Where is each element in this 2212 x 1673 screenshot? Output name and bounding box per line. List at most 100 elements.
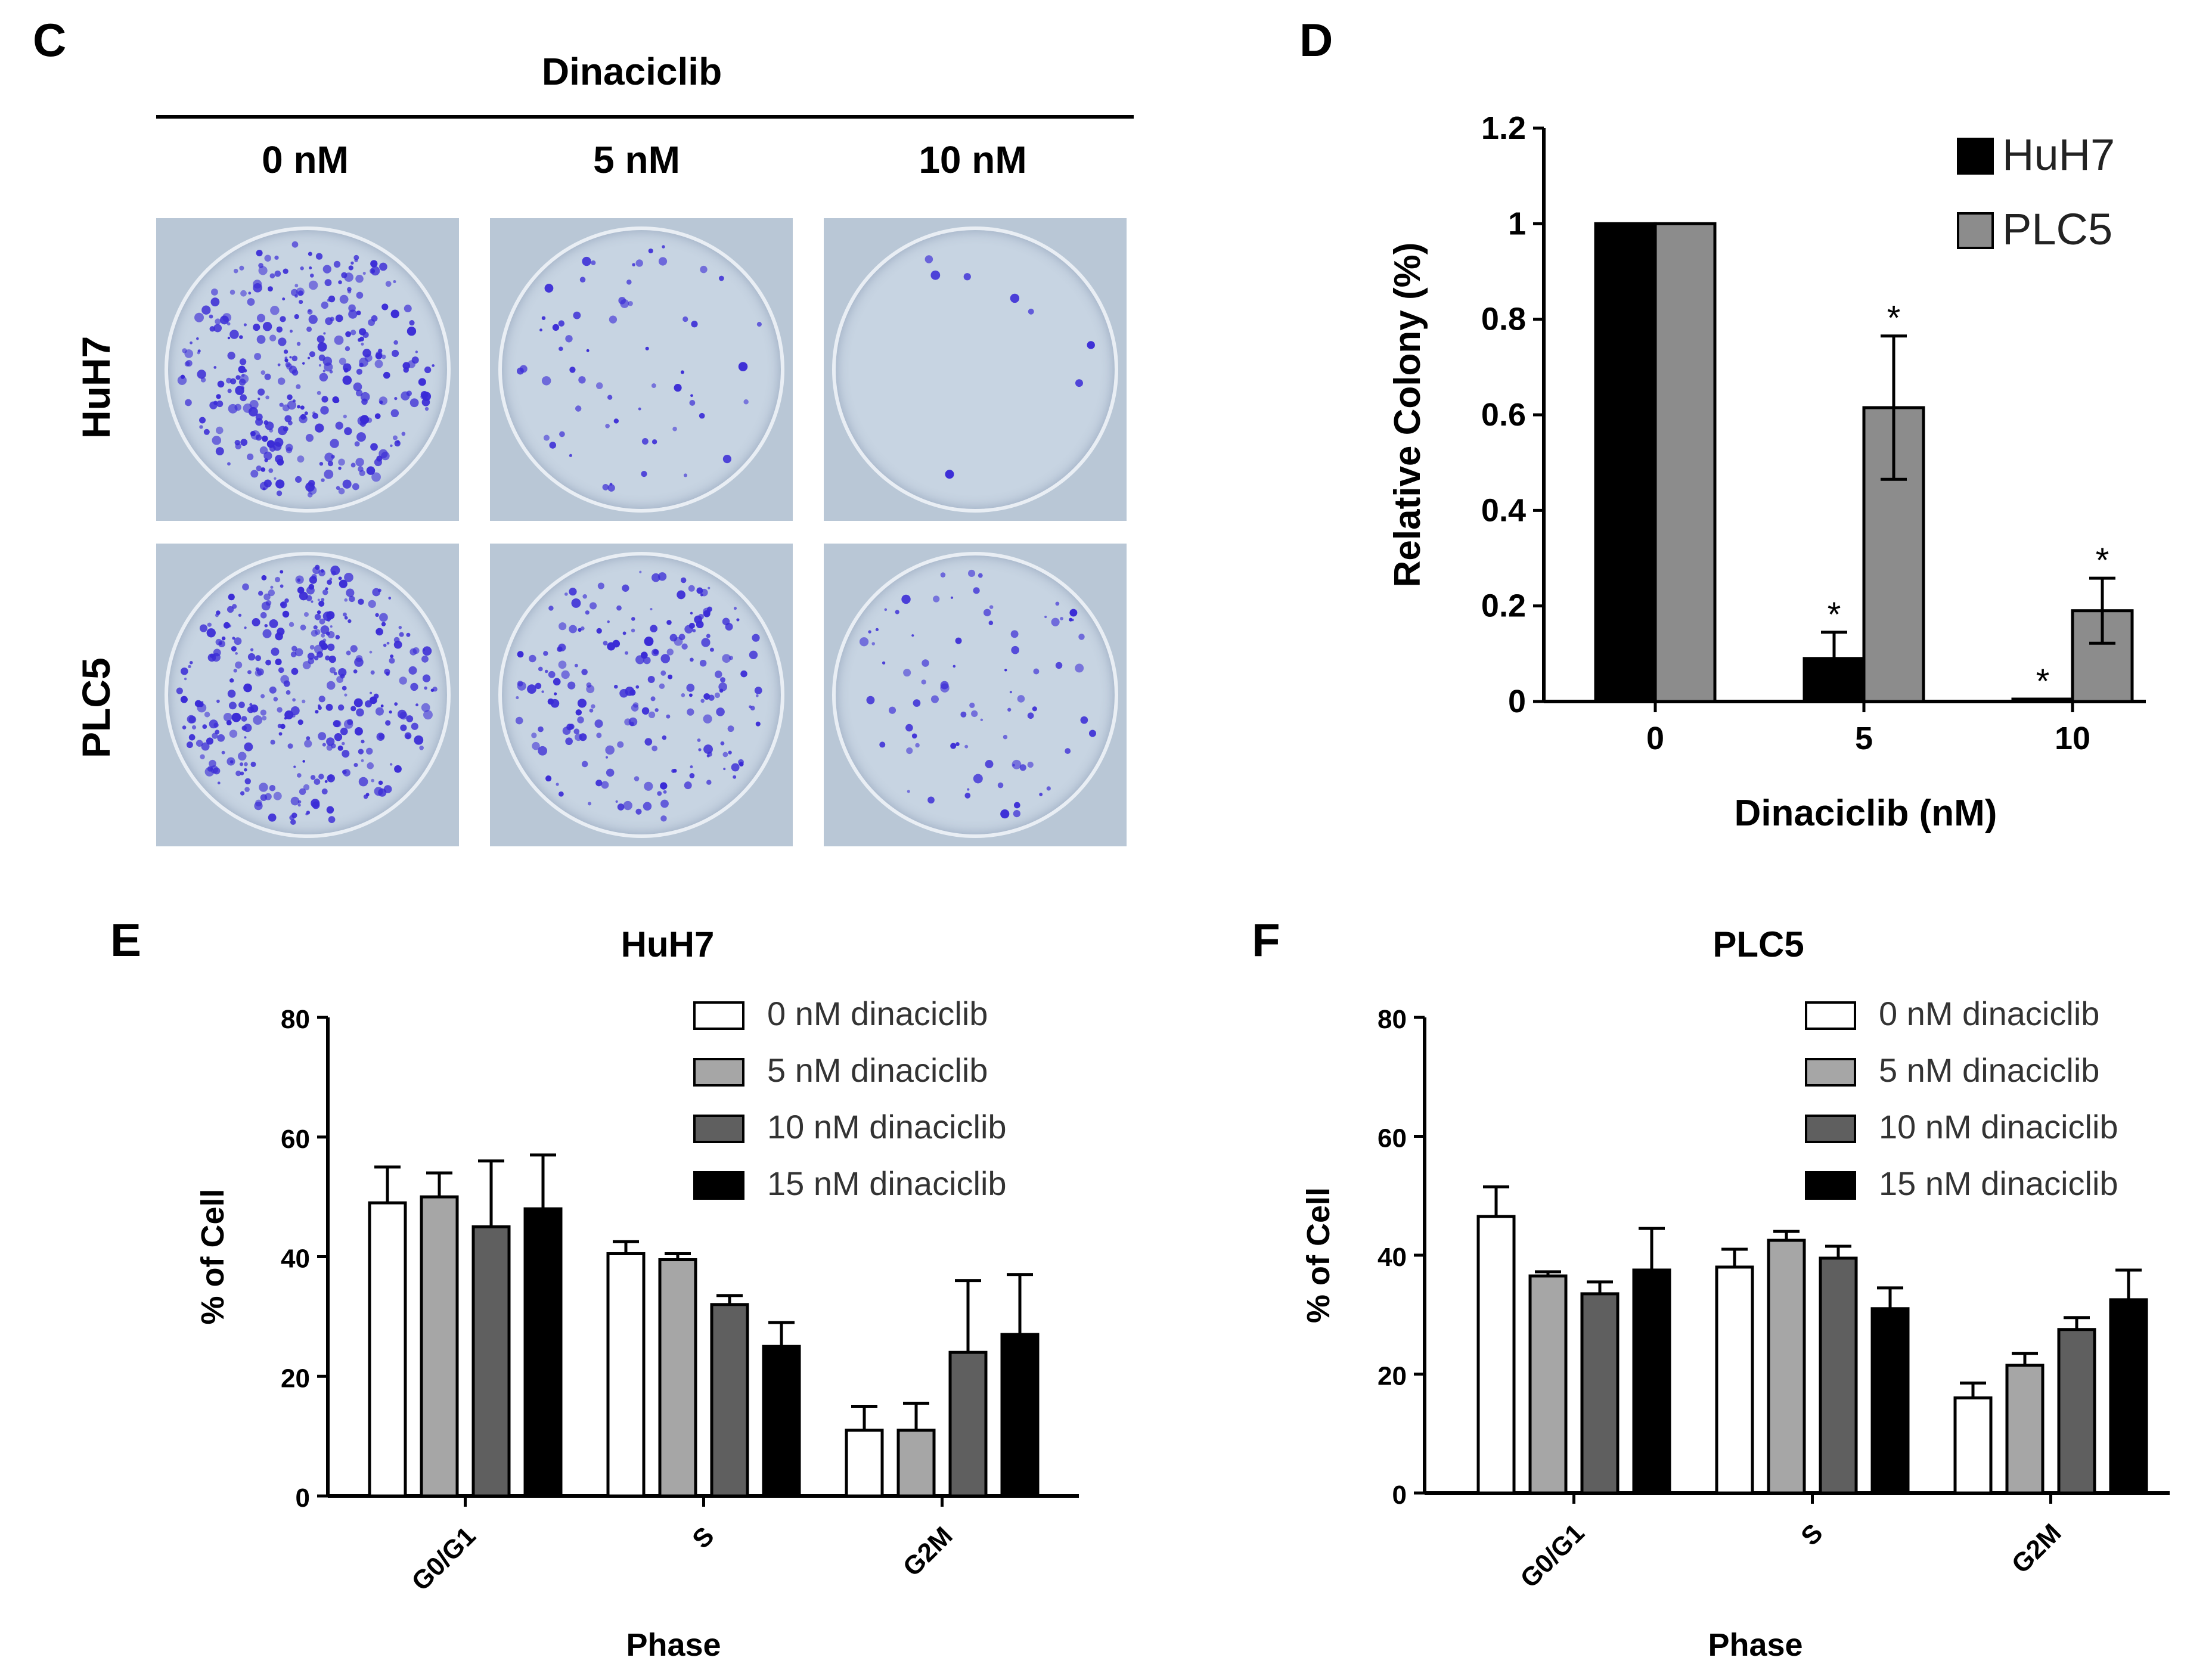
bar [1594, 222, 1657, 703]
colony-dot [866, 696, 875, 704]
colony-dot [185, 359, 193, 367]
colony-dot [228, 594, 235, 601]
colony-dot [291, 713, 296, 718]
colony-dot [215, 318, 221, 325]
colony-dot [722, 654, 731, 663]
colony-dot [349, 595, 355, 603]
y-axis-label: Relative Colony (%) [1387, 243, 1428, 588]
colony-dot [356, 708, 364, 717]
colony-dot [242, 583, 249, 591]
colony-dot [756, 322, 762, 327]
colony-dot [330, 565, 340, 575]
colony-dot [344, 616, 348, 620]
x-tick-label: G2M [2006, 1518, 2067, 1579]
colony-dot [580, 626, 585, 631]
colony-dot [733, 607, 737, 610]
colony-dot [329, 578, 333, 581]
colony-dot [415, 703, 418, 707]
colony-dot [578, 376, 586, 384]
colony-dot [348, 265, 353, 271]
colony-dot [383, 785, 392, 793]
colony-dot [719, 688, 724, 693]
colony-dot [280, 316, 286, 322]
colony-dot [423, 648, 426, 651]
colony-dot [187, 715, 196, 724]
colony-dot [654, 708, 659, 712]
colony-dot [328, 816, 336, 823]
colony-dot [613, 684, 618, 689]
colony-dot [271, 647, 280, 656]
colony-dot [696, 587, 703, 594]
colony-dot [517, 681, 523, 687]
colony-dot [315, 253, 323, 260]
colony-dot [548, 606, 554, 611]
colony-dot [565, 737, 573, 746]
colonies [177, 241, 435, 498]
colony-dot [955, 742, 960, 746]
colony-dot [306, 326, 312, 332]
colony-dot [595, 382, 603, 389]
colony-dot [672, 768, 677, 773]
colony-dot [1000, 809, 1010, 819]
colony-dot [289, 356, 292, 359]
colony-dot [188, 665, 191, 669]
colony-dot [602, 484, 609, 491]
colony-dot [300, 414, 306, 420]
colony-dot [244, 762, 248, 766]
colony-dot [261, 575, 267, 581]
colony-dot [238, 702, 245, 709]
significance-mark: * [1887, 299, 1901, 338]
colony-dot [544, 284, 554, 293]
colony-dot [221, 636, 226, 641]
colony-dot [674, 384, 682, 392]
colony-dot [321, 301, 328, 309]
colony-dot [1087, 341, 1095, 349]
colony-dot [392, 435, 398, 440]
colony-dot [660, 815, 667, 822]
colony-dot [337, 704, 345, 711]
colony-dot [361, 740, 365, 744]
colony-dot [545, 775, 552, 782]
colony-dot [615, 800, 618, 803]
colony-dot [406, 715, 414, 722]
colony-dot [250, 470, 259, 478]
colony-dot [278, 732, 283, 736]
colony-dot [658, 257, 668, 266]
colony-dot [660, 782, 668, 790]
colony-dot [597, 582, 604, 589]
colony-dot [1044, 615, 1047, 619]
chart-f: PLC5 0 20 40 60 80 % of Cell Phase G0/G1 S G2M 0 nM… [1301, 924, 2170, 1663]
colony-dot [221, 750, 225, 755]
colony-dot [383, 371, 390, 379]
colony-dot [1039, 792, 1043, 796]
colony-dot [389, 657, 395, 664]
colony-dot [1055, 601, 1060, 606]
colony-dot [379, 262, 387, 271]
colony-dot [227, 352, 235, 360]
colony-dot [394, 702, 398, 706]
colony-dot [651, 439, 657, 445]
colony-dot [539, 328, 542, 332]
colony-dot [370, 260, 378, 268]
colony-dot [622, 631, 626, 635]
colony-dot [209, 759, 216, 768]
colony-dot [216, 426, 224, 434]
colony-dot [258, 388, 265, 396]
colony-dot [688, 622, 695, 629]
colony-dot [185, 399, 192, 406]
bar [1000, 1333, 1040, 1498]
colony-dot [328, 774, 333, 780]
colony-dot [340, 727, 348, 735]
colony-dot [686, 684, 695, 692]
colony-dot [240, 439, 248, 446]
colony-dot [312, 801, 320, 809]
y-tick-label: 60 [1378, 1124, 1407, 1153]
colony-dot [343, 414, 347, 418]
colony-dot [317, 390, 321, 395]
colony-dot [687, 708, 694, 716]
colony-dot [325, 703, 333, 711]
colony-dot [906, 747, 913, 755]
colony-dot [722, 752, 728, 758]
colony-dot [186, 741, 193, 749]
colony-dot [260, 370, 266, 375]
